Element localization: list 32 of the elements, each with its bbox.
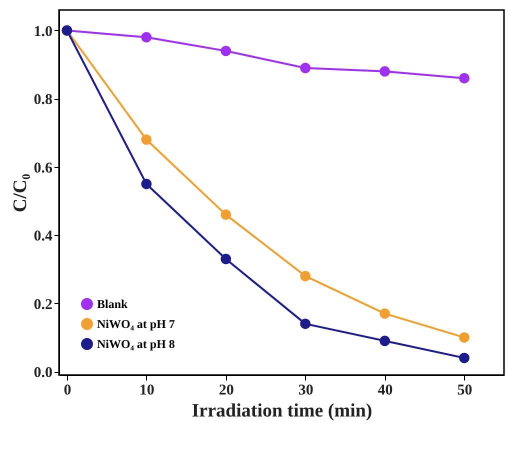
point	[300, 318, 311, 330]
point	[220, 254, 232, 264]
point	[380, 336, 390, 346]
y-axis-title: C/C₀	[10, 173, 31, 212]
point	[141, 134, 152, 145]
y-tick-label: 1.0	[34, 24, 52, 40]
point	[459, 72, 470, 84]
point	[300, 270, 311, 282]
x-tick-label: 10	[139, 382, 154, 398]
point	[300, 62, 311, 74]
y-tick-label: 0.8	[34, 92, 52, 108]
x-axis-title: Irradiation time (min)	[192, 400, 372, 422]
y-tick-label: 0.2	[34, 296, 52, 313]
legend-label: NiWO₄ at pH 7	[97, 317, 175, 331]
x-tick-label: 40	[378, 382, 393, 398]
x-tick-label: 30	[298, 382, 314, 398]
point	[141, 32, 152, 43]
legend-label: Blank	[97, 297, 128, 311]
x-tick-label: 20	[218, 382, 234, 398]
y-tick-label: 0.6	[34, 160, 53, 176]
point	[380, 66, 390, 77]
y-tick-label: 0.4	[34, 228, 53, 245]
x-tick-label: 0	[64, 382, 72, 398]
x-tick-label: 50	[457, 382, 472, 398]
point	[220, 209, 232, 220]
y-tick-label: 0.0	[34, 365, 52, 382]
legend-label: NiWO₄ at pH 8	[97, 337, 175, 351]
point	[380, 308, 390, 319]
point	[141, 178, 152, 190]
point	[459, 332, 470, 343]
point	[459, 352, 470, 364]
point	[220, 46, 232, 56]
